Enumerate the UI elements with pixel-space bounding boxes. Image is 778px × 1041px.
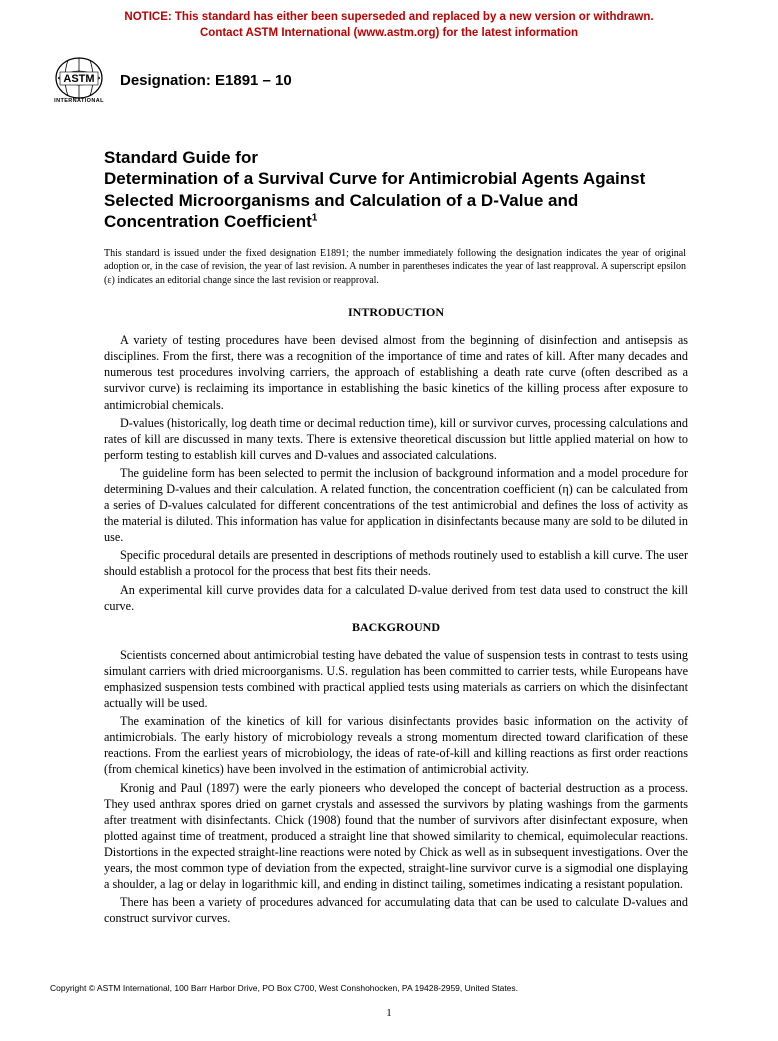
header-row: ASTM INTERNATIONAL Designation: E1891 – … <box>0 47 778 109</box>
page-number: 1 <box>0 1007 778 1019</box>
intro-para-1: A variety of testing procedures have bee… <box>104 332 688 412</box>
designation: Designation: E1891 – 10 <box>120 72 292 89</box>
background-heading: BACKGROUND <box>104 620 688 635</box>
intro-para-5: An experimental kill curve provides data… <box>104 582 688 614</box>
issued-note: This standard is issued under the fixed … <box>104 247 688 288</box>
intro-para-3: The guideline form has been selected to … <box>104 465 688 545</box>
introduction-heading: INTRODUCTION <box>104 305 688 320</box>
bg-para-4: There has been a variety of procedures a… <box>104 894 688 926</box>
content-area: Standard Guide for Determination of a Su… <box>0 109 778 926</box>
logo-sublabel: INTERNATIONAL <box>54 98 104 104</box>
title-footnote-marker: 1 <box>312 213 318 224</box>
notice-line2: Contact ASTM International (www.astm.org… <box>200 27 578 39</box>
title-line2: Determination of a Survival Curve for An… <box>104 169 645 231</box>
bg-para-1: Scientists concerned about antimicrobial… <box>104 647 688 711</box>
bg-para-3: Kronig and Paul (1897) were the early pi… <box>104 780 688 893</box>
notice-line1: NOTICE: This standard has either been su… <box>124 11 653 23</box>
astm-logo-icon: ASTM <box>54 56 104 100</box>
svg-text:ASTM: ASTM <box>63 73 94 85</box>
notice-banner: NOTICE: This standard has either been su… <box>0 0 778 47</box>
astm-logo: ASTM INTERNATIONAL <box>52 51 106 109</box>
title-line1: Standard Guide for <box>104 148 258 167</box>
document-title: Standard Guide for Determination of a Su… <box>104 147 688 233</box>
intro-para-4: Specific procedural details are presente… <box>104 547 688 579</box>
copyright: Copyright © ASTM International, 100 Barr… <box>50 983 518 993</box>
intro-para-2: D-values (historically, log death time o… <box>104 415 688 463</box>
bg-para-2: The examination of the kinetics of kill … <box>104 713 688 777</box>
